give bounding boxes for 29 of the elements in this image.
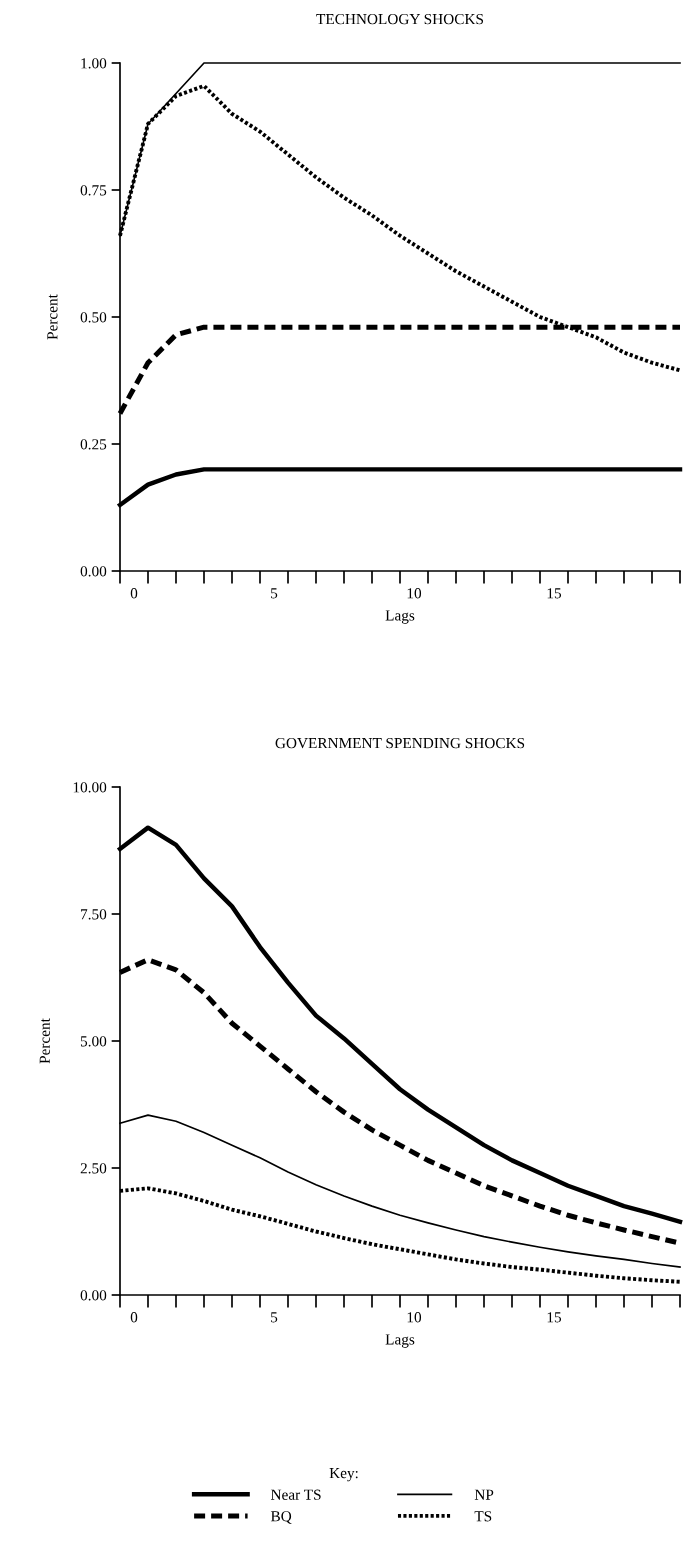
- x-axis-title: Lags: [385, 1334, 415, 1348]
- y-tick-label: 10.00: [73, 782, 107, 793]
- y-tick-label: 0.00: [80, 1290, 107, 1301]
- x-tick-label: 5: [271, 1312, 278, 1323]
- x-tick-label: 15: [547, 1312, 562, 1323]
- y-tick-label: 5.00: [80, 1036, 107, 1047]
- y-tick-label: 0.75: [80, 185, 107, 196]
- y-tick-label: 7.50: [81, 909, 107, 920]
- legend-title: Key:: [329, 1468, 358, 1482]
- y-axis-title: Percent: [47, 294, 58, 340]
- chart-title: GOVERNMENT SPENDING SHOCKS: [275, 737, 525, 749]
- y-tick-label: 0.50: [80, 312, 107, 323]
- legend-label: BQ: [270, 1511, 292, 1524]
- legend-label: Near TS: [270, 1489, 321, 1500]
- x-axis-title: Lags: [385, 610, 415, 624]
- y-tick-label: 2.50: [80, 1163, 107, 1174]
- x-tick-label: 10: [407, 1312, 422, 1323]
- x-tick-label: 15: [547, 588, 562, 599]
- y-tick-label: 0.25: [80, 439, 107, 450]
- y-tick-label: 1.00: [81, 58, 107, 69]
- y-tick-label: 0.00: [80, 566, 107, 577]
- legend-label: NP: [474, 1489, 494, 1500]
- x-tick-label: 5: [271, 588, 278, 599]
- x-tick-label: 0: [130, 1312, 138, 1323]
- x-tick-label: 10: [407, 588, 422, 599]
- y-axis-title: Percent: [39, 1018, 50, 1064]
- x-tick-label: 0: [130, 588, 138, 599]
- chart-title: TECHNOLOGY SHOCKS: [316, 13, 484, 25]
- legend-label: TS: [474, 1511, 492, 1522]
